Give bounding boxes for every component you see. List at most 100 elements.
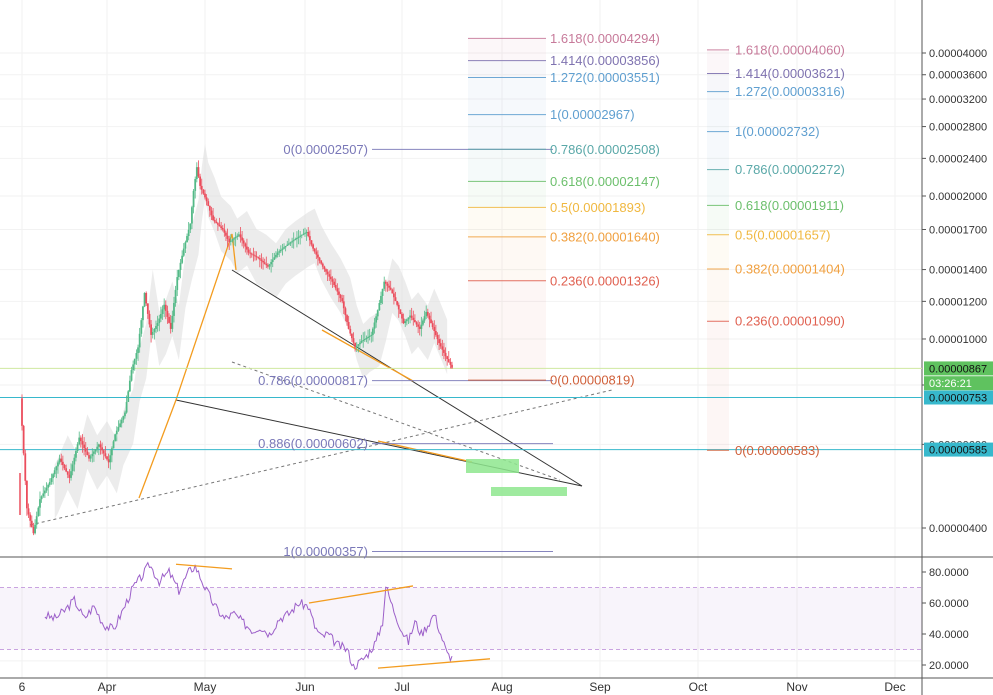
candle-body <box>275 254 277 258</box>
candle <box>68 469 71 484</box>
candle-body <box>239 234 242 238</box>
candle-body <box>265 263 268 266</box>
candle <box>241 231 243 247</box>
fib-ext2-label-4: 0.786(0.00002272) <box>735 162 845 177</box>
candle-body <box>89 456 92 459</box>
candle <box>26 480 28 516</box>
candle <box>76 442 79 453</box>
ext2-band-5 <box>707 205 729 235</box>
candle <box>331 276 334 288</box>
candle <box>342 295 345 315</box>
candle <box>317 250 319 266</box>
candle-body <box>260 259 263 261</box>
candle <box>102 449 105 460</box>
candle <box>368 328 371 341</box>
candle <box>433 320 436 340</box>
candle-body <box>176 277 179 291</box>
candle-body <box>433 326 436 332</box>
fib-ext1-label-5: 0.618(0.00002147) <box>550 174 660 189</box>
candle-body <box>130 370 133 381</box>
candle <box>61 455 64 471</box>
candle-body <box>127 391 130 402</box>
candle <box>404 319 407 328</box>
fib-retracement-label-0: 0(0.00002507) <box>283 142 368 157</box>
wedge-lower-line <box>175 399 583 487</box>
candle <box>194 176 197 199</box>
candle <box>417 320 420 334</box>
time-label-5: Aug <box>491 680 512 694</box>
candle <box>414 314 416 323</box>
candle <box>334 278 337 291</box>
candle <box>212 208 214 221</box>
candle-body <box>355 345 358 348</box>
candle <box>249 248 252 259</box>
candle <box>276 248 279 258</box>
candle-body <box>122 416 125 420</box>
candle-body <box>228 238 231 243</box>
candle-body <box>195 167 198 180</box>
ext2-band-1 <box>707 73 729 92</box>
candle-body <box>423 316 426 321</box>
candle <box>171 310 174 333</box>
price-badge-text: 0.00000585 <box>929 445 987 457</box>
candle <box>250 252 253 258</box>
candle <box>173 296 175 323</box>
candle <box>47 483 50 496</box>
candle <box>89 454 92 462</box>
fib-ext2-label-3: 1(0.00002732) <box>735 124 820 139</box>
candle <box>347 315 350 330</box>
candle-body <box>338 291 340 295</box>
candle <box>307 227 310 238</box>
candle <box>217 222 219 231</box>
ext2-band-4 <box>707 169 729 206</box>
trendlines <box>0 233 922 526</box>
candle <box>281 243 284 256</box>
candle <box>271 253 274 268</box>
candle-body <box>436 335 439 340</box>
ext2-band-8 <box>707 321 729 451</box>
candle-body <box>73 457 76 465</box>
time-label-8: Nov <box>786 680 807 694</box>
candle-body <box>438 339 440 344</box>
candle-body <box>61 461 64 466</box>
candle-body <box>323 266 326 270</box>
candle-body <box>376 310 379 317</box>
candle <box>132 360 135 374</box>
candle <box>137 344 139 361</box>
candle <box>336 283 339 296</box>
candle <box>328 270 331 281</box>
price-tick-label-7: 0.00001400 <box>929 265 987 277</box>
candle <box>213 216 216 224</box>
candle <box>88 452 90 462</box>
candle-body <box>315 251 318 255</box>
time-label-4: Jul <box>394 680 409 694</box>
price-badge-text: 0.00000753 <box>929 393 987 405</box>
fib-ext1-label-4: 0.786(0.00002508) <box>550 142 660 157</box>
candle-body <box>58 458 61 463</box>
fib-ext2-label-1: 1.414(0.00003621) <box>735 66 845 81</box>
ext1-band-2 <box>468 77 546 115</box>
candle-body <box>140 320 143 334</box>
candle <box>367 329 369 344</box>
candle-body <box>40 496 43 500</box>
candle <box>32 522 35 536</box>
candle <box>184 240 187 253</box>
candle <box>447 351 450 363</box>
price-tick-label-2: 0.00003200 <box>929 94 987 106</box>
candle-body <box>53 470 56 475</box>
candle-body <box>258 258 261 260</box>
candle-body <box>328 274 331 277</box>
candle <box>267 263 269 269</box>
candle-body <box>281 248 284 250</box>
candle-body <box>271 259 274 262</box>
candle-body <box>120 419 123 424</box>
fib-ext1-label-2: 1.272(0.00003551) <box>550 70 660 85</box>
candle-body <box>334 284 337 289</box>
candle <box>415 321 418 328</box>
candle-body <box>451 364 453 368</box>
candle <box>22 424 25 456</box>
candle <box>228 235 231 250</box>
candle-body <box>276 252 279 255</box>
candle <box>255 251 258 261</box>
